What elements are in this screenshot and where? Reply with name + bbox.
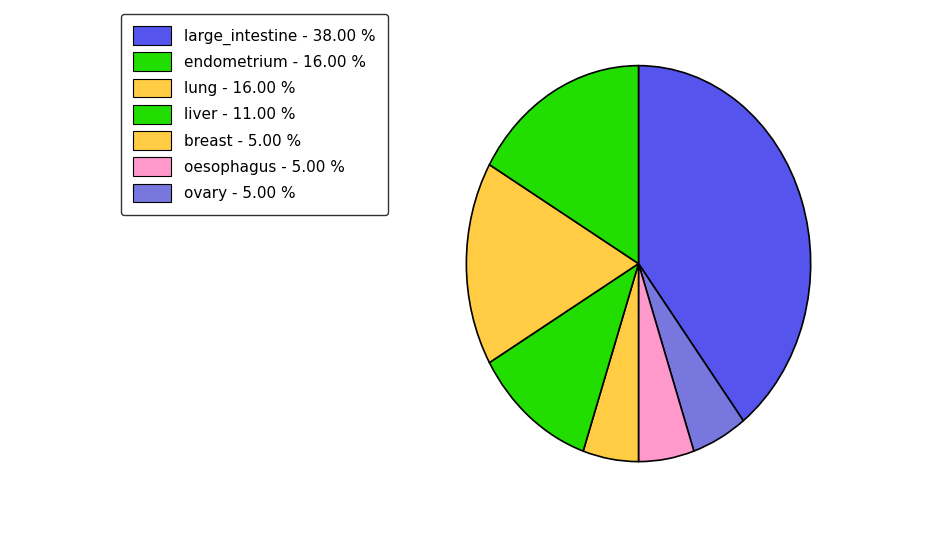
Wedge shape [489, 66, 639, 264]
Wedge shape [639, 264, 694, 462]
Wedge shape [583, 264, 639, 462]
Wedge shape [467, 165, 639, 363]
Wedge shape [489, 264, 639, 451]
Legend: large_intestine - 38.00 %, endometrium - 16.00 %, lung - 16.00 %, liver - 11.00 : large_intestine - 38.00 %, endometrium -… [121, 14, 388, 215]
Wedge shape [639, 66, 810, 421]
Wedge shape [639, 264, 744, 451]
